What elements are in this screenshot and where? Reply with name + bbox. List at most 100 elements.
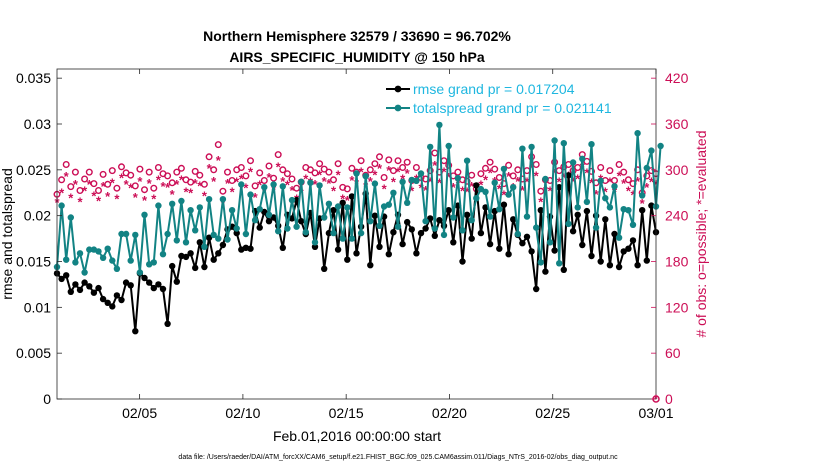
totalspread-point [178,197,185,205]
obs-evaluated-marker: * [119,171,125,186]
obs-evaluated-marker: * [59,185,65,200]
obs-evaluated-marker: * [515,174,521,189]
rmse-point [569,228,577,235]
obs-evaluated-marker: * [589,175,595,190]
obs-possible-marker [357,157,365,165]
obs-evaluated-marker: * [179,172,185,187]
obs-evaluated-marker: * [488,165,494,180]
obs-evaluated-marker: * [147,176,153,191]
x-axis-label: Feb.01,2016 00:00:00 start [273,428,441,444]
totalspread-point [648,147,655,154]
obs-evaluated-marker: * [603,185,609,200]
obs-evaluated-marker: * [423,183,429,198]
obs-possible-marker [113,184,121,192]
rmse-point [615,263,623,271]
rmse-point [427,215,434,222]
obs-evaluated-marker: * [110,175,116,190]
obs-possible-marker [256,169,264,177]
obs-possible-marker [380,173,388,181]
totalspread-point [371,180,379,187]
totalspread-point [486,213,494,220]
obs-possible-marker [412,163,420,171]
obs-evaluated-marker: * [640,196,646,211]
series-layer [53,121,664,335]
totalspread-point [491,179,498,186]
obs-evaluated-marker: * [617,168,623,183]
rmse-point [404,218,411,226]
obs-possible-marker [145,168,153,176]
obs-evaluated-marker: * [207,161,213,176]
totalspread-point [602,195,609,202]
rmse-point [196,239,203,246]
totalspread-point [132,231,139,239]
obs-evaluated-marker: * [188,185,194,200]
totalspread-point [510,184,517,191]
x-tick-label: 03/01 [638,405,673,421]
obs-possible-marker [94,186,102,194]
y-tick-label: 0 [43,391,51,407]
totalspread-point [482,188,489,195]
rmse-point [643,257,650,264]
rmse-point [463,211,471,218]
obs-possible-marker [403,158,411,166]
totalspread-point [302,229,309,236]
obs-evaluated-marker: * [409,184,415,199]
obs-possible-marker [219,187,227,195]
obs-possible-marker [283,170,291,178]
obs-evaluated-marker: * [312,177,318,192]
obs-possible-marker [246,157,254,165]
obs-count-layer: ******* ** ****** * ******* * * ** ** ** *********… [53,141,660,211]
totalspread-point [261,184,268,191]
obs-evaluated-marker: * [216,153,222,168]
obs-possible-marker [274,151,282,159]
totalspread-point [95,248,102,255]
totalspread-point [353,170,360,177]
totalspread-point [606,204,614,211]
obs-evaluated-marker: * [160,179,166,194]
totalspread-point [523,213,531,220]
rmse-point [99,295,107,303]
obs-evaluated-marker: * [124,177,130,192]
rmse-point [510,216,517,223]
totalspread-point [657,142,664,150]
rmse-point [468,235,475,242]
obs-possible-marker [131,182,139,190]
obs-possible-marker [168,179,176,187]
rmse-point [639,207,646,214]
totalspread-point [210,231,217,239]
totalspread-point [265,211,273,218]
x-tick-label: 02/25 [535,405,570,421]
rmse-point [574,211,581,218]
totalspread-point [344,204,351,211]
obs-evaluated-marker: * [557,175,563,190]
obs-evaluated-marker: * [626,184,632,199]
obs-possible-marker [320,165,328,173]
rmse-point [417,229,425,237]
obs-evaluated-marker: * [635,174,641,189]
totalspread-point [588,141,595,148]
y-tick-label: 0.005 [16,345,51,361]
rmse-point [90,289,98,296]
legend-entry-totalspread: totalspread grand pr = 0.021141 [413,100,612,116]
totalspread-point [62,256,70,263]
totalspread-point [569,159,577,166]
rmse-point [76,286,84,294]
obs-evaluated-marker: * [289,183,295,198]
rmse-point [560,266,567,273]
obs-possible-marker [108,167,116,175]
obs-evaluated-marker: * [621,176,627,191]
obs-possible-marker [468,171,476,179]
rmse-point [192,264,199,272]
obs-evaluated-marker: * [137,174,143,189]
obs-possible-marker [164,172,172,180]
rmse-point [141,274,148,282]
obs-possible-marker [440,157,448,165]
rmse-point [104,299,111,306]
rmse-point [298,218,305,225]
obs-evaluated-marker: * [285,178,291,193]
y-right-tick-label: 420 [665,70,689,86]
obs-evaluated-marker: * [345,193,351,208]
rmse-point [625,245,632,252]
rmse-point [436,217,443,224]
obs-evaluated-marker: * [372,168,378,183]
